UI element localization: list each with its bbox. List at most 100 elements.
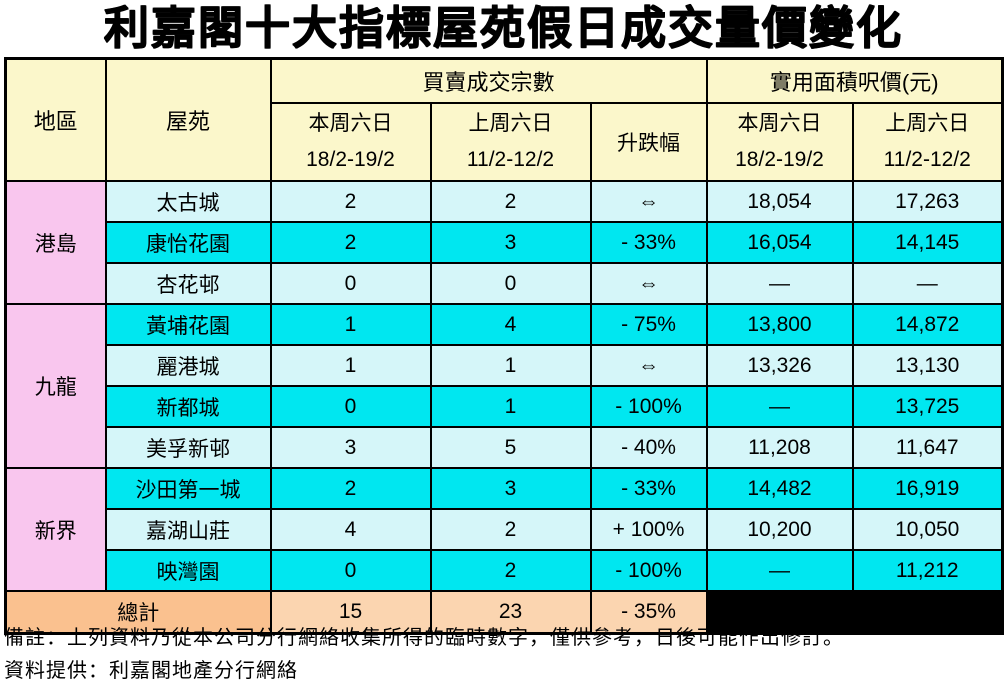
blank-black-cell — [851, 590, 1004, 635]
region-cell: 港島 — [4, 180, 107, 305]
tx-last-week-cell: 3 — [429, 467, 592, 510]
header-last-week-label: 上周六日 — [885, 112, 970, 135]
price-this-week-cell: 18,054 — [705, 180, 854, 223]
estate-cell: 康怡花園 — [104, 221, 272, 264]
tx-last-week-cell: 5 — [429, 426, 592, 469]
estate-cell: 新都城 — [104, 385, 272, 428]
header-last-week-dates: 11/2-12/2 — [466, 148, 555, 171]
tx-this-week-cell: 2 — [269, 467, 432, 510]
header-region: 地區 — [4, 57, 107, 182]
total-label-cell: 總計 — [4, 590, 272, 635]
price-last-week-cell: 16,919 — [851, 467, 1004, 510]
header-change: 升跌幅 — [589, 102, 708, 182]
estate-cell: 太古城 — [104, 180, 272, 223]
price-last-week-cell: 17,263 — [851, 180, 1004, 223]
price-this-week-cell: 10,200 — [705, 508, 854, 551]
footer-source: 資料提供：利嘉閣地產分行網絡 — [4, 660, 298, 682]
table-row: 杏花邨 0 0 ⇔ — — — [6, 262, 1004, 305]
table-row: 麗港城 1 1 ⇔ 13,326 13,130 — [6, 344, 1004, 387]
table-row: 康怡花園 2 3 - 33% 16,054 14,145 — [6, 221, 1004, 264]
tx-this-week-cell: 3 — [269, 426, 432, 469]
header-price-last-week: 上周六日 11/2-12/2 — [851, 102, 1004, 182]
header-last-week-dates: 11/2-12/2 — [883, 148, 971, 171]
tx-last-week-cell: 4 — [429, 303, 592, 346]
change-cell: ⇔ — [589, 344, 708, 387]
tx-last-week-cell: 2 — [429, 549, 592, 592]
table-row: 嘉湖山莊 4 2 + 100% 10,200 10,050 — [6, 508, 1004, 551]
tx-this-week-cell: 4 — [269, 508, 432, 551]
estate-transactions-table: 地區 屋苑 買賣成交宗數 實用面積呎價(元) 本周六日 18/2-19/2 上周… — [4, 57, 1004, 635]
region-cell: 新界 — [4, 467, 107, 592]
header-estate: 屋苑 — [104, 57, 272, 182]
price-last-week-cell: 13,130 — [851, 344, 1004, 387]
price-this-week-cell: 13,326 — [705, 344, 854, 387]
tx-this-week-cell: 2 — [269, 180, 432, 223]
price-this-week-cell: 11,208 — [705, 426, 854, 469]
tx-this-week-cell: 2 — [269, 221, 432, 264]
tx-this-week-cell: 1 — [269, 303, 432, 346]
estate-cell: 嘉湖山莊 — [104, 508, 272, 551]
header-tx-this-week: 本周六日 18/2-19/2 — [269, 102, 432, 182]
tx-last-week-cell: 1 — [429, 385, 592, 428]
header-this-week-dates: 18/2-19/2 — [735, 148, 824, 171]
price-last-week-cell: 11,647 — [851, 426, 1004, 469]
total-tx-this-week-cell: 15 — [269, 590, 432, 635]
change-cell: + 100% — [589, 508, 708, 551]
change-cell: - 100% — [589, 549, 708, 592]
header-tx-last-week: 上周六日 11/2-12/2 — [429, 102, 592, 182]
header-this-week-label: 本周六日 — [737, 112, 822, 135]
table-row: 九龍 黃埔花園 1 4 - 75% 13,800 14,872 — [4, 303, 1004, 469]
header-this-week-label: 本周六日 — [308, 112, 393, 135]
footer-notes: 備註：上列資料乃從本公司分行網絡收集所得的臨時數字，僅供參考，日後可能作出修訂。… — [4, 622, 1004, 688]
tx-this-week-cell: 1 — [269, 344, 432, 387]
total-row: 總計 15 23 - 35% — [4, 590, 1004, 635]
estate-cell: 美孚新邨 — [104, 426, 272, 469]
header-price-group: 實用面積呎價(元) — [705, 57, 1004, 104]
change-cell: ⇔ — [589, 262, 708, 305]
header-row-columns: 本周六日 18/2-19/2 上周六日 11/2-12/2 升跌幅 本周六日 1… — [6, 102, 1004, 182]
price-last-week-cell: 14,872 — [851, 303, 1004, 346]
tx-this-week-cell: 0 — [269, 385, 432, 428]
change-cell: - 100% — [589, 385, 708, 428]
price-last-week-cell: 10,050 — [851, 508, 1004, 551]
table-row: 映灣園 0 2 - 100% — 11,212 — [6, 549, 1004, 592]
page-title: 利嘉閣十大指標屋苑假日成交量價變化 — [103, 2, 903, 53]
tx-last-week-cell: 0 — [429, 262, 592, 305]
header-price-this-week: 本周六日 18/2-19/2 — [705, 102, 854, 182]
estate-cell: 沙田第一城 — [104, 467, 272, 510]
tx-this-week-cell: 0 — [269, 549, 432, 592]
tx-last-week-cell: 3 — [429, 221, 592, 264]
change-cell: - 75% — [589, 303, 708, 346]
price-this-week-cell: 13,800 — [705, 303, 854, 346]
table-row: 新都城 0 1 - 100% — 13,725 — [6, 385, 1004, 428]
table-row: 港島 太古城 2 2 ⇔ 18,054 17,263 — [4, 180, 1004, 305]
footer-note: 備註：上列資料乃從本公司分行網絡收集所得的臨時數字，僅供參考，日後可能作出修訂。 — [4, 627, 844, 649]
change-cell: - 40% — [589, 426, 708, 469]
header-transactions-group: 買賣成交宗數 — [269, 57, 708, 104]
price-this-week-cell: — — [705, 385, 854, 428]
change-cell: - 33% — [589, 467, 708, 510]
price-last-week-cell: 11,212 — [851, 549, 1004, 592]
price-last-week-cell: — — [851, 262, 1004, 305]
price-this-week-cell: — — [705, 549, 854, 592]
tx-this-week-cell: 0 — [269, 262, 432, 305]
estate-cell: 杏花邨 — [104, 262, 272, 305]
tx-last-week-cell: 2 — [429, 180, 592, 223]
change-cell: - 33% — [589, 221, 708, 264]
price-last-week-cell: 14,145 — [851, 221, 1004, 264]
region-cell: 九龍 — [4, 303, 107, 469]
price-last-week-cell: 13,725 — [851, 385, 1004, 428]
header-row-groups: 地區 屋苑 買賣成交宗數 實用面積呎價(元) — [4, 57, 1004, 182]
price-this-week-cell: 16,054 — [705, 221, 854, 264]
table-row: 美孚新邨 3 5 - 40% 11,208 11,647 — [6, 426, 1004, 469]
total-tx-last-week-cell: 23 — [429, 590, 592, 635]
estate-cell: 黃埔花園 — [104, 303, 272, 346]
estate-cell: 映灣園 — [104, 549, 272, 592]
price-this-week-cell: — — [705, 262, 854, 305]
header-this-week-dates: 18/2-19/2 — [306, 148, 395, 171]
total-change-cell: - 35% — [589, 590, 708, 635]
blank-black-cell — [705, 590, 854, 635]
estate-cell: 麗港城 — [104, 344, 272, 387]
change-cell: ⇔ — [589, 180, 708, 223]
tx-last-week-cell: 2 — [429, 508, 592, 551]
